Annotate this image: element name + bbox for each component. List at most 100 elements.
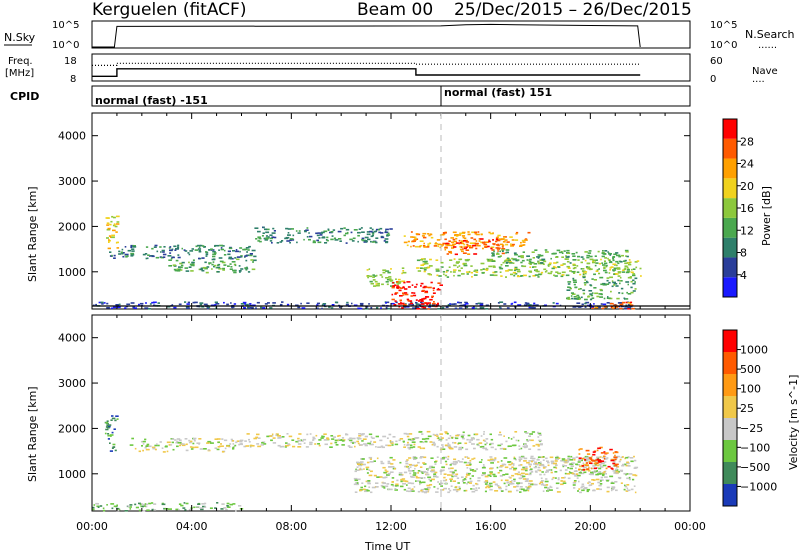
data-pixel — [156, 250, 159, 253]
data-pixel — [180, 504, 184, 507]
data-pixel — [524, 443, 527, 446]
data-pixel — [411, 464, 416, 467]
data-pixel — [586, 490, 589, 493]
data-pixel — [148, 445, 152, 448]
data-pixel — [229, 250, 231, 253]
data-pixel — [306, 227, 309, 229]
data-pixel — [252, 304, 256, 307]
data-pixel — [555, 271, 559, 273]
data-pixel — [189, 250, 194, 252]
data-pixel — [542, 467, 546, 469]
data-pixel — [389, 280, 393, 282]
data-pixel — [578, 480, 580, 483]
data-pixel — [586, 281, 589, 284]
data-pixel — [570, 295, 573, 297]
data-pixel — [436, 487, 439, 490]
data-pixel — [572, 484, 576, 486]
data-pixel — [269, 307, 273, 309]
data-pixel — [329, 446, 333, 448]
data-pixel — [221, 503, 225, 505]
data-pixel — [417, 461, 420, 464]
data-pixel — [351, 437, 356, 440]
data-pixel — [598, 484, 602, 487]
data-pixel — [389, 441, 392, 443]
data-pixel — [627, 268, 630, 270]
data-pixel — [371, 486, 376, 489]
data-pixel — [603, 306, 608, 308]
data-pixel — [368, 486, 371, 488]
data-pixel — [603, 471, 606, 473]
data-pixel — [457, 234, 462, 236]
data-pixel — [558, 251, 563, 254]
data-pixel — [598, 272, 601, 275]
data-pixel — [371, 443, 374, 446]
data-pixel — [259, 240, 262, 243]
data-pixel — [390, 442, 394, 444]
data-pixel — [107, 426, 111, 429]
data-pixel — [534, 461, 537, 464]
data-pixel — [457, 460, 460, 462]
data-pixel — [417, 470, 421, 472]
data-pixel — [557, 272, 562, 275]
data-pixel — [424, 267, 428, 269]
data-pixel — [253, 259, 257, 262]
data-pixel — [351, 302, 353, 305]
data-pixel — [235, 509, 237, 512]
data-pixel — [348, 439, 353, 442]
data-pixel — [631, 268, 633, 271]
data-pixel — [327, 229, 330, 231]
data-pixel — [485, 448, 489, 451]
data-pixel — [450, 447, 454, 450]
data-pixel — [418, 300, 420, 302]
data-pixel — [521, 239, 524, 242]
data-pixel — [390, 463, 394, 465]
data-pixel — [532, 266, 537, 268]
data-pixel — [380, 445, 384, 448]
data-pixel — [384, 476, 388, 479]
data-pixel — [415, 476, 420, 479]
data-pixel — [513, 480, 516, 482]
data-pixel — [501, 252, 505, 255]
data-pixel — [554, 460, 558, 462]
data-pixel — [173, 306, 177, 309]
data-pixel — [489, 232, 494, 235]
data-pixel — [589, 255, 593, 258]
data-pixel — [606, 480, 609, 482]
data-pixel — [586, 453, 591, 455]
data-pixel — [436, 456, 439, 458]
data-pixel — [550, 270, 553, 273]
data-pixel — [511, 480, 513, 482]
data-pixel — [341, 440, 345, 442]
data-pixel — [469, 459, 472, 462]
data-pixel — [178, 266, 182, 268]
data-pixel — [600, 258, 602, 261]
data-pixel — [192, 442, 195, 445]
data-pixel — [570, 455, 573, 458]
data-pixel — [171, 441, 174, 444]
data-pixel — [223, 301, 225, 304]
data-pixel — [619, 282, 621, 285]
data-pixel — [183, 502, 186, 504]
y-tick-label: 2000 — [58, 422, 86, 435]
data-pixel — [341, 444, 345, 446]
data-pixel — [407, 441, 409, 444]
data-pixel — [528, 439, 531, 441]
data-pixel — [499, 431, 502, 434]
data-pixel — [598, 268, 600, 270]
data-pixel — [424, 291, 429, 294]
data-pixel — [285, 442, 288, 444]
data-pixel — [240, 255, 243, 257]
data-pixel — [354, 479, 359, 482]
power-xticks — [91, 113, 691, 309]
data-pixel — [222, 267, 225, 270]
data-pixel — [613, 460, 616, 462]
data-pixel — [239, 271, 241, 273]
data-pixel — [529, 266, 531, 268]
data-pixel — [614, 451, 618, 453]
data-pixel — [295, 304, 299, 307]
data-pixel — [106, 307, 110, 309]
data-pixel — [493, 243, 496, 246]
data-pixel — [616, 268, 621, 270]
data-pixel — [415, 301, 418, 304]
data-pixel — [306, 302, 310, 304]
